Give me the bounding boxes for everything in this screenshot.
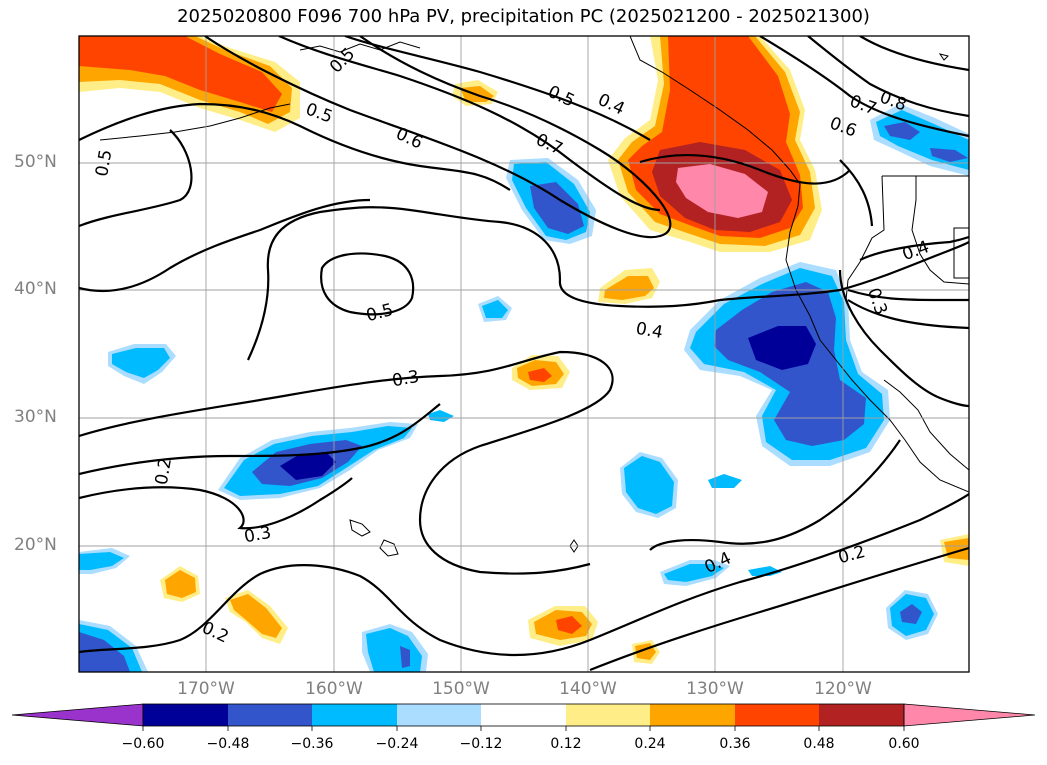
colorbar-tick-label: −0.36 — [290, 736, 334, 752]
colorbar-bin — [397, 704, 481, 726]
colorbar-tick-label: 0.36 — [719, 736, 751, 752]
colorbar-tick-label: 0.48 — [803, 736, 835, 752]
contour-label: 0.3 — [243, 523, 273, 547]
lat-label-50n: 50°N — [14, 152, 57, 172]
colorbar-bin — [143, 704, 228, 726]
colorbar-bin — [566, 704, 650, 726]
lat-label-20n: 20°N — [14, 535, 57, 555]
contour-label: 0.2 — [152, 456, 176, 486]
precip-positive-shading — [79, 36, 969, 664]
colorbar-tick-label: −0.12 — [459, 736, 503, 752]
map-title: 2025020800 F096 700 hPa PV, precipitatio… — [177, 6, 870, 27]
lon-label-170w: 170°W — [177, 679, 235, 699]
lat-label-40n: 40°N — [14, 279, 57, 299]
colorbar-bin — [735, 704, 819, 726]
contour-label: 0.4 — [634, 319, 664, 343]
contour-label: 0.7 — [847, 91, 879, 119]
map-content: 0.5 0.5 0.6 0.7 0.5 0.4 0.7 0.8 0.6 0.5 … — [79, 36, 969, 672]
colorbar-tick-label: 0.12 — [550, 736, 582, 752]
lon-label-160w: 160°W — [305, 679, 363, 699]
contour-label: 0.5 — [92, 148, 116, 178]
contour-label: 0.2 — [199, 618, 232, 648]
lon-label-150w: 150°W — [432, 679, 490, 699]
coastlines — [99, 36, 969, 557]
colorbar — [11, 703, 1036, 731]
colorbar-tick-label: 0.60 — [888, 736, 920, 752]
contour-label: 0.6 — [393, 124, 426, 154]
colorbar-tick-label: −0.48 — [206, 736, 250, 752]
lon-label-120w: 120°W — [814, 679, 872, 699]
colorbar-bin — [312, 704, 397, 726]
contour-label: 0.3 — [391, 367, 421, 391]
pv-contours — [79, 36, 969, 672]
lat-label-30n: 30°N — [14, 407, 57, 427]
colorbar-low-extension — [11, 703, 144, 727]
colorbar-bin — [819, 704, 904, 726]
precip-negative-shading — [79, 104, 969, 672]
colorbar-high-extension — [903, 703, 1036, 727]
contour-label: 0.6 — [827, 113, 859, 141]
colorbar-bin — [228, 704, 312, 726]
contour-label: 0.4 — [900, 237, 932, 265]
lon-label-130w: 130°W — [686, 679, 744, 699]
contour-label: 0.5 — [303, 99, 335, 127]
colorbar-bin — [650, 704, 735, 726]
colorbar-tick-label: −0.60 — [121, 736, 165, 752]
contour-label: 0.5 — [545, 82, 578, 112]
colorbar-tick-label: 0.24 — [634, 736, 666, 752]
colorbar-outline — [142, 703, 905, 727]
lon-label-140w: 140°W — [559, 679, 617, 699]
map-border — [78, 35, 970, 673]
contour-label: 0.7 — [533, 130, 566, 160]
colorbar-bin — [481, 704, 566, 726]
contour-label: 0.5 — [364, 300, 395, 326]
colorbar-tick-label: −0.24 — [375, 736, 419, 752]
